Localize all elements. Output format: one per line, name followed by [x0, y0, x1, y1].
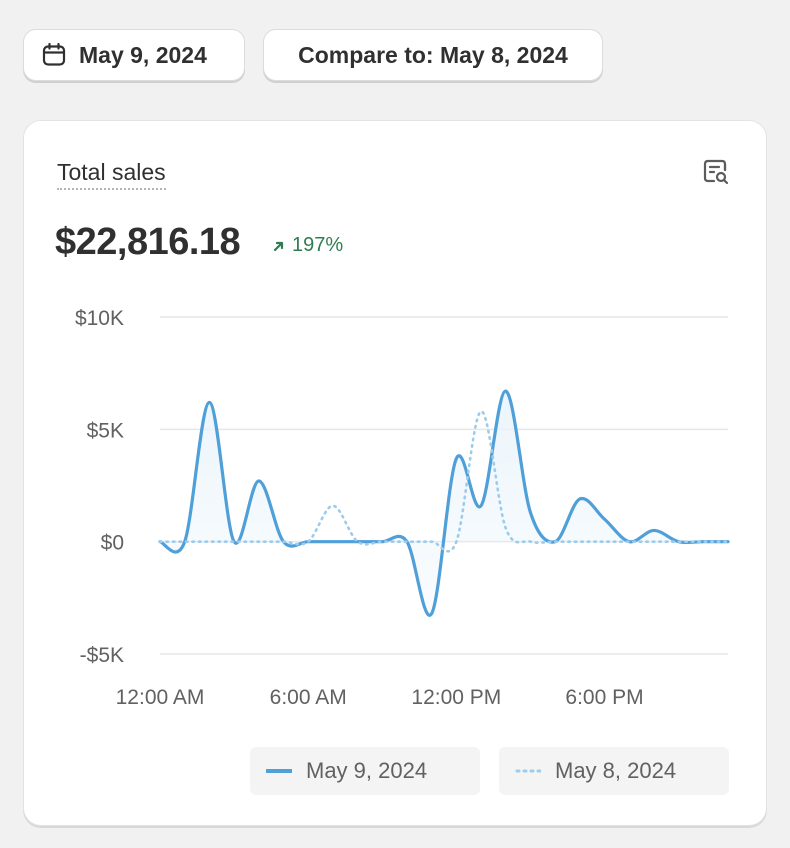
sales-line-chart: $10K $5K $0 -$5K 12:00 AM 6:00 AM 12:00 PM 6:00… [75, 307, 730, 709]
x-tick-label: 6:00 PM [565, 686, 643, 709]
series-line-2 [158, 410, 730, 553]
legend-dotted-line-icon [515, 769, 541, 773]
calendar-icon [41, 42, 67, 68]
legend-item-series-1[interactable]: May 9, 2024 [250, 747, 480, 795]
compare-date-label: Compare to: May 8, 2024 [298, 41, 568, 68]
change-indicator: 197% [272, 234, 343, 257]
legend-item-series-2[interactable]: May 8, 2024 [499, 747, 729, 795]
report-search-icon[interactable] [702, 158, 730, 186]
x-tick-label: 6:00 AM [270, 686, 347, 709]
date-picker-label: May 9, 2024 [79, 41, 207, 68]
y-tick-label: $5K [87, 419, 124, 442]
card-title[interactable]: Total sales [57, 159, 166, 190]
legend-label: May 8, 2024 [555, 758, 677, 783]
compare-date-button[interactable]: Compare to: May 8, 2024 [263, 29, 603, 81]
legend-solid-line-icon [266, 769, 292, 773]
y-tick-label: $0 [101, 532, 124, 555]
change-percent: 197% [292, 234, 344, 256]
series-area-fill [160, 391, 728, 616]
y-tick-label: -$5K [80, 644, 124, 667]
series-line-1 [158, 389, 730, 617]
y-tick-label: $10K [75, 307, 124, 330]
legend-label: May 9, 2024 [306, 758, 428, 783]
total-sales-card: Total sales $22,816.18 197% $10K $5K $0 -$5… [23, 120, 767, 826]
total-sales-value: $22,816.18 [55, 221, 241, 263]
arrow-up-right-icon [273, 241, 284, 251]
date-picker-button[interactable]: May 9, 2024 [23, 29, 245, 81]
x-tick-label: 12:00 AM [116, 686, 205, 709]
x-tick-label: 12:00 PM [411, 686, 501, 709]
